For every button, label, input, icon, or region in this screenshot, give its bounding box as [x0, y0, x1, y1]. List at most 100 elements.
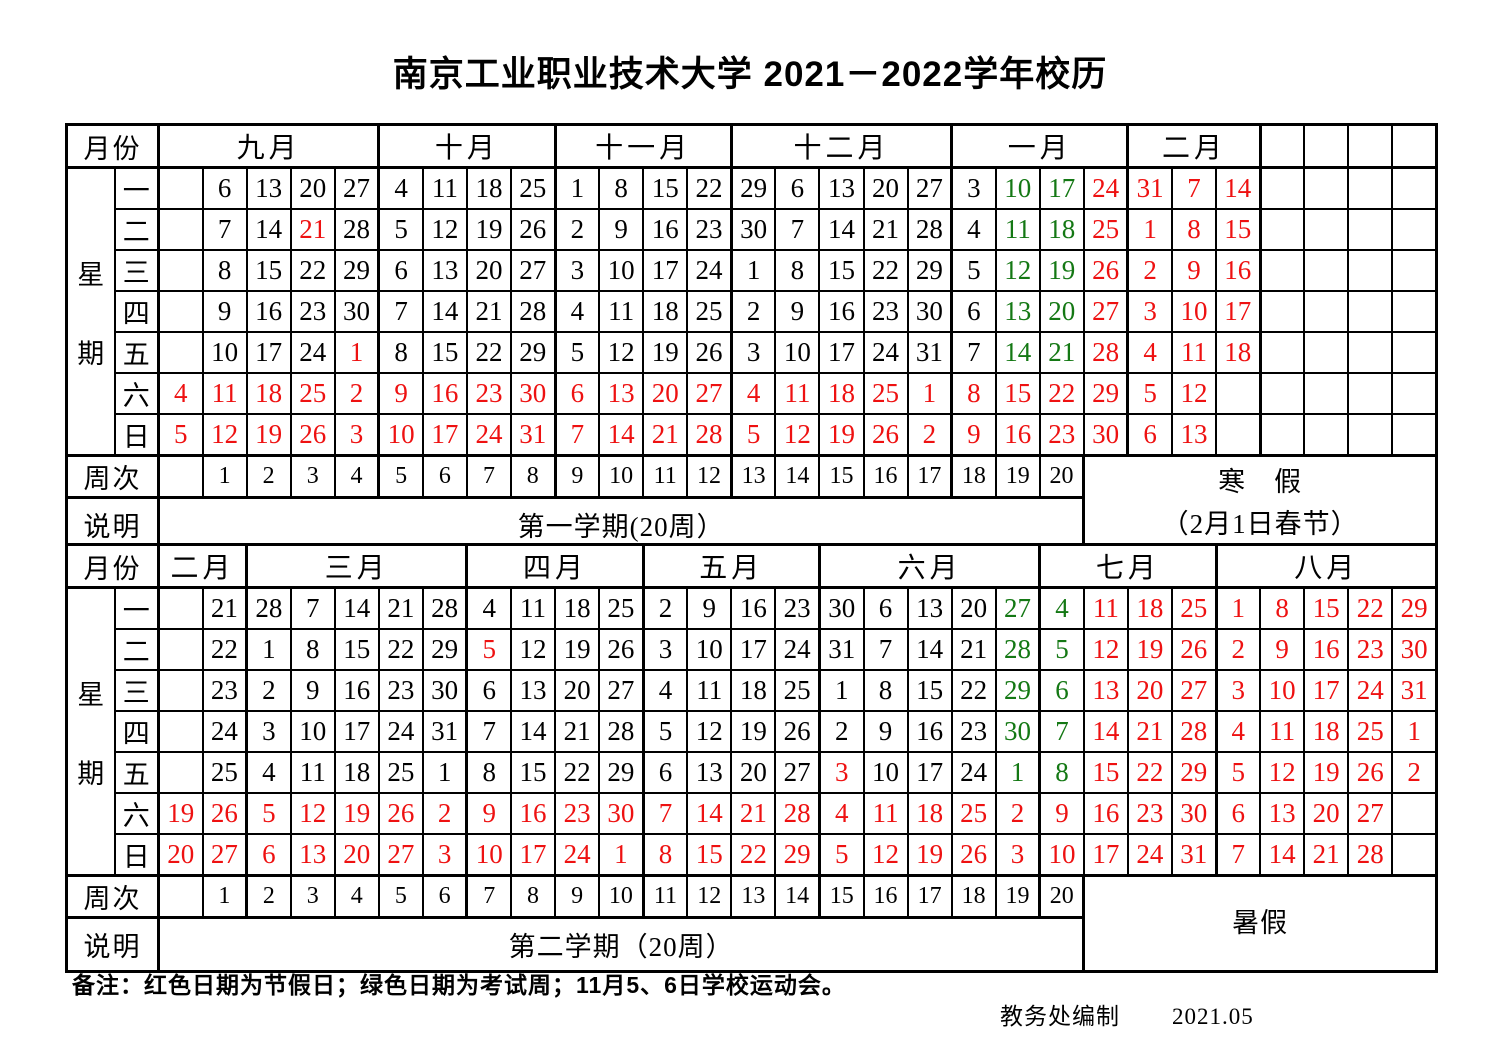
date-cell: 2	[906, 413, 954, 457]
date-cell: 12	[289, 792, 336, 835]
date-cell: 16	[421, 372, 468, 415]
date-cell: 11	[289, 751, 336, 794]
weekday-row: 三 8 15 22 29 6 13 20 27 3 10 17 24 1 8 15 22 29 5 12 19 26 2 9 1…	[67, 249, 1438, 292]
date-cell: 23	[950, 710, 997, 753]
date-cell	[1303, 331, 1350, 374]
date-cell: 14	[245, 208, 292, 251]
date-cell	[1303, 413, 1350, 457]
date-cell: 20	[157, 833, 204, 877]
date-cell: 21	[377, 586, 424, 630]
date-cell: 3	[730, 331, 777, 374]
week-number-cell: 18	[950, 874, 997, 919]
date-cell: 2	[245, 669, 292, 712]
week-number-cell: 14	[774, 454, 821, 499]
date-cell: 13	[1259, 792, 1306, 835]
credit-line: 教务处编制 2021.05	[1000, 997, 1254, 1031]
date-cell: 24	[1082, 166, 1130, 210]
date-cell: 18	[906, 792, 953, 835]
date-cell: 16	[1214, 249, 1262, 292]
date-cell: 16	[333, 669, 380, 712]
date-cell: 31	[509, 413, 557, 457]
date-cell: 6	[1038, 669, 1085, 712]
date-cell: 9	[598, 208, 645, 251]
date-cell: 27	[686, 372, 733, 415]
date-cell: 4	[157, 372, 204, 415]
date-cell: 13	[906, 586, 953, 630]
week-number-cell: 10	[598, 454, 645, 499]
date-cell: 11	[862, 792, 909, 835]
date-cell: 23	[1038, 413, 1085, 457]
weekday-group-char: 星	[77, 259, 105, 290]
date-cell: 16	[906, 710, 953, 753]
date-cell: 15	[1214, 208, 1262, 251]
date-cell: 26	[598, 628, 645, 671]
calendar-title: 南京工业职业技术大学 2021－2022学年校历	[392, 55, 1108, 94]
weekday-group-label: 星期	[65, 586, 116, 877]
date-cell: 29	[906, 249, 954, 292]
date-cell: 14	[509, 710, 557, 753]
date-cell: 20	[1303, 792, 1350, 835]
empty-week-cell	[157, 874, 204, 919]
week-number-cell: 1	[201, 874, 249, 919]
date-cell: 13	[509, 669, 557, 712]
date-cell: 1	[1391, 710, 1438, 753]
date-cell: 16	[509, 792, 557, 835]
date-cell: 17	[642, 249, 689, 292]
date-cell: 20	[554, 669, 601, 712]
date-cell: 7	[774, 208, 821, 251]
date-cell: 7	[201, 208, 248, 251]
date-cell: 28	[994, 628, 1042, 671]
date-cell: 17	[245, 331, 292, 374]
date-cell: 24	[465, 413, 513, 457]
date-cell: 30	[509, 372, 557, 415]
date-cell: 11	[598, 290, 645, 333]
week-number-cell: 20	[1038, 454, 1085, 499]
date-cell: 2	[1126, 249, 1173, 292]
month-header-cell: 四月	[465, 543, 645, 589]
date-cell: 14	[333, 586, 380, 630]
date-cell	[157, 290, 204, 333]
date-cell	[1259, 166, 1306, 210]
weekday-label: 五	[113, 331, 160, 374]
date-cell: 4	[818, 792, 865, 835]
date-cell: 20	[333, 833, 380, 877]
week-number-cell: 2	[245, 874, 292, 919]
week-number-cell: 17	[906, 454, 954, 499]
date-cell	[1259, 249, 1306, 292]
date-cell: 3	[554, 249, 601, 292]
date-cell: 27	[1082, 290, 1130, 333]
date-cell: 23	[1126, 792, 1173, 835]
date-cell: 11	[774, 372, 821, 415]
date-cell: 5	[642, 710, 689, 753]
date-cell: 31	[421, 710, 469, 753]
date-cell	[1391, 792, 1438, 835]
date-cell: 1	[994, 751, 1042, 794]
date-cell: 21	[289, 208, 336, 251]
date-cell: 17	[1214, 290, 1262, 333]
date-cell: 14	[906, 628, 953, 671]
date-cell: 17	[1303, 669, 1350, 712]
date-cell: 29	[333, 249, 381, 292]
date-cell: 27	[1170, 669, 1218, 712]
summer-break-cell: 暑假	[1082, 874, 1438, 973]
date-cell: 28	[906, 208, 954, 251]
date-cell: 25	[950, 792, 997, 835]
date-cell	[1347, 372, 1394, 415]
date-cell: 9	[774, 290, 821, 333]
date-cell	[1347, 331, 1394, 374]
date-cell: 19	[554, 628, 601, 671]
date-cell	[1391, 208, 1438, 251]
date-cell: 5	[1214, 751, 1262, 794]
date-cell: 30	[421, 669, 469, 712]
date-cell: 27	[994, 586, 1042, 630]
weekday-row: 六 19 26 5 12 19 26 2 9 16 23 30 7 14 21 28 4 11 18 25 2 9 16 23…	[67, 792, 1438, 835]
date-cell: 28	[774, 792, 821, 835]
date-cell	[1347, 166, 1394, 210]
date-cell: 19	[906, 833, 953, 877]
date-cell: 23	[201, 669, 249, 712]
date-cell: 7	[554, 413, 601, 457]
date-cell: 28	[245, 586, 292, 630]
date-cell: 24	[950, 751, 997, 794]
date-cell: 17	[509, 833, 557, 877]
date-cell: 19	[1303, 751, 1350, 794]
